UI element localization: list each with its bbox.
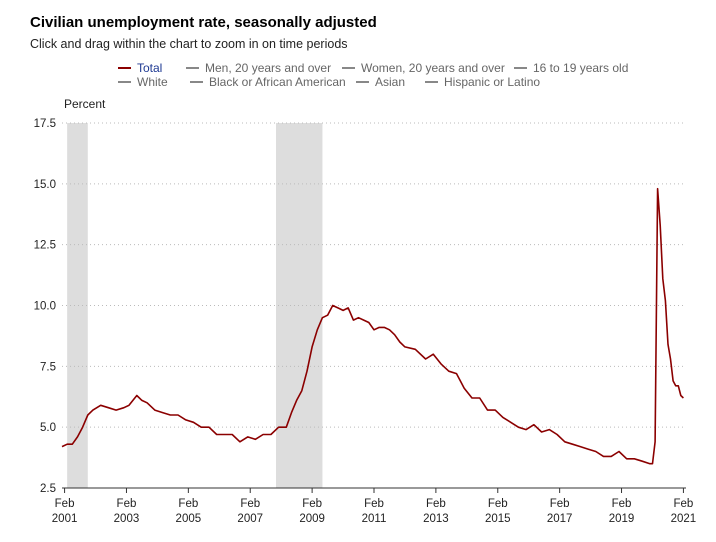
legend-swatch-icon <box>425 81 438 83</box>
legend-label: 16 to 19 years old <box>533 61 629 75</box>
y-tick-label: 15.0 <box>34 179 56 191</box>
legend-label: White <box>137 75 168 89</box>
legend-item-black[interactable]: Black or African American <box>190 75 346 89</box>
x-tick-year-label: 2005 <box>176 513 202 525</box>
legend-item-total[interactable]: Total <box>118 61 162 75</box>
recession-band <box>67 123 88 488</box>
legend-label: Women, 20 years and over <box>361 61 505 75</box>
y-tick-label: 10.0 <box>34 301 56 313</box>
legend-label: Black or African American <box>209 75 346 89</box>
legend-item-women[interactable]: Women, 20 years and over <box>342 61 505 75</box>
y-tick-label: 7.5 <box>40 361 56 373</box>
x-tick-month-label: Feb <box>240 498 260 510</box>
x-tick-month-label: Feb <box>612 498 632 510</box>
legend-item-men[interactable]: Men, 20 years and over <box>186 61 331 75</box>
x-tick-month-label: Feb <box>302 498 322 510</box>
x-tick-year-label: 2013 <box>423 513 449 525</box>
legend-label: Hispanic or Latino <box>444 75 541 89</box>
legend-label: Asian <box>375 75 406 89</box>
x-tick-year-label: 2017 <box>547 513 573 525</box>
x-tick-year-label: 2011 <box>362 513 387 525</box>
legend-item-white[interactable]: White <box>118 75 168 89</box>
x-tick-month-label: Feb <box>674 498 694 510</box>
y-tick-label: 5.0 <box>40 422 56 434</box>
x-tick-month-label: Feb <box>488 498 508 510</box>
legend-swatch-icon <box>514 67 527 69</box>
x-tick-month-label: Feb <box>364 498 384 510</box>
x-tick-year-label: 2009 <box>299 513 325 525</box>
x-tick-year-label: 2019 <box>609 513 635 525</box>
x-tick-year-label: 2003 <box>114 513 140 525</box>
legend-swatch-icon <box>190 81 203 83</box>
x-tick-year-label: 2007 <box>237 513 263 525</box>
chart-subtitle: Click and drag within the chart to zoom … <box>30 37 348 51</box>
legend-swatch-icon <box>118 67 131 69</box>
chart-title: Civilian unemployment rate, seasonally a… <box>30 14 377 31</box>
x-tick-month-label: Feb <box>426 498 446 510</box>
series-line-total <box>61 187 684 465</box>
legend-label: Total <box>137 61 163 75</box>
y-tick-label: 17.5 <box>34 118 56 130</box>
x-tick-year-label: 2015 <box>485 513 511 525</box>
x-tick-year-label: 2001 <box>52 513 78 525</box>
legend-item-asian[interactable]: Asian <box>356 75 405 89</box>
legend-label: Men, 20 years and over <box>205 61 332 75</box>
legend-item-hispanic[interactable]: Hispanic or Latino <box>425 75 540 89</box>
legend-swatch-icon <box>356 81 369 83</box>
y-axis-label: Percent <box>64 97 106 111</box>
legend-swatch-icon <box>118 81 131 83</box>
legend-swatch-icon <box>342 67 355 69</box>
y-tick-label: 12.5 <box>34 240 56 252</box>
y-tick-label: 2.5 <box>40 483 56 495</box>
x-tick-month-label: Feb <box>178 498 198 510</box>
legend: Total Men, 20 years and over Women, 20 y… <box>0 0 716 100</box>
x-tick-month-label: Feb <box>117 498 137 510</box>
x-tick-month-label: Feb <box>550 498 570 510</box>
x-tick-year-label: 2021 <box>671 513 697 525</box>
legend-item-teens[interactable]: 16 to 19 years old <box>514 61 628 75</box>
x-tick-month-label: Feb <box>55 498 75 510</box>
legend-swatch-icon <box>186 67 199 69</box>
